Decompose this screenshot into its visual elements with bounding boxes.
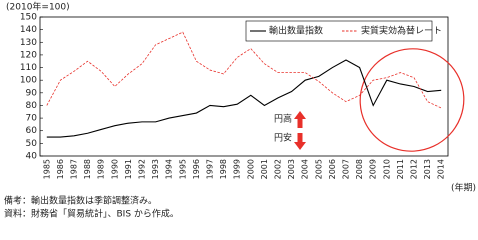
y-tick-label: 110 <box>20 63 37 73</box>
annotation: 円安 <box>274 132 292 144</box>
x-tick-label: 2014 <box>437 159 446 179</box>
x-tick-label: 2006 <box>328 159 337 179</box>
x-tick-label: 1988 <box>83 159 92 179</box>
x-tick-label: 2008 <box>355 159 364 179</box>
y-tick-label: 90 <box>26 88 38 98</box>
x-tick-label: 2012 <box>410 159 419 179</box>
x-tick-label: 1995 <box>178 159 187 179</box>
y-tick-label: 50 <box>26 139 38 149</box>
chart: (2010年=100) (年期) 円高 円安 備考：輸出数量指数は季節調整済み。… <box>4 1 476 220</box>
x-tick-label: 2007 <box>342 159 351 179</box>
y-tick-label: 130 <box>20 38 37 48</box>
y-tick-label: 100 <box>20 76 37 86</box>
x-tick-label: 1986 <box>56 159 65 179</box>
legend-box <box>245 20 433 42</box>
series-line <box>46 59 442 138</box>
x-tick-label: 2003 <box>287 159 296 179</box>
down-arrow <box>294 133 306 150</box>
x-tick-label: 2002 <box>274 159 283 179</box>
legend-label: 輸出数量指数 <box>269 25 323 37</box>
y-tick-label: 80 <box>26 101 38 111</box>
x-tick-label: 2013 <box>423 159 432 179</box>
x-tick-label: 1996 <box>192 159 201 179</box>
x-tick-label: 1997 <box>206 159 215 179</box>
y-tick-label: 60 <box>26 126 38 136</box>
x-tick-label: 1991 <box>124 159 133 179</box>
y-tick-label: 70 <box>26 114 38 124</box>
x-tick-label: 2005 <box>314 159 323 179</box>
x-tick-label: 1989 <box>97 159 106 179</box>
plot-frame <box>39 16 449 157</box>
highlight-ellipse <box>359 48 465 152</box>
annotation: 円高 <box>274 113 292 125</box>
y-tick-label: 140 <box>20 25 37 35</box>
note: 備考：輸出数量指数は季節調整済み。 <box>4 195 157 207</box>
y-tick-label: 150 <box>20 13 37 23</box>
x-tick-label: 2011 <box>396 159 405 179</box>
x-tick-label: 1998 <box>219 159 228 179</box>
x-tick-label: 1994 <box>165 159 174 179</box>
note: 資料：財務省「貿易統計」、BIS から作成。 <box>4 208 179 220</box>
x-tick-label: 2001 <box>260 159 269 179</box>
x-axis-label: (年期) <box>451 182 476 194</box>
x-tick-label: 1992 <box>138 159 147 179</box>
x-tick-label: 1985 <box>42 159 51 179</box>
x-tick-label: 1999 <box>233 159 242 179</box>
x-tick-label: 1987 <box>70 159 79 179</box>
y-tick-label: 120 <box>20 50 37 60</box>
x-tick-label: 1990 <box>110 159 119 179</box>
x-tick-label: 2000 <box>246 159 255 179</box>
series-line <box>46 31 442 109</box>
up-arrow <box>294 111 306 128</box>
legend-label: 実質実効為替レート <box>361 25 442 37</box>
y-tick-label: 40 <box>26 152 38 162</box>
x-tick-label: 2010 <box>382 159 391 179</box>
x-tick-label: 2004 <box>301 159 310 179</box>
y-axis-label: (2010年=100) <box>6 1 70 13</box>
x-tick-label: 2009 <box>369 159 378 179</box>
x-tick-label: 1993 <box>151 159 160 179</box>
